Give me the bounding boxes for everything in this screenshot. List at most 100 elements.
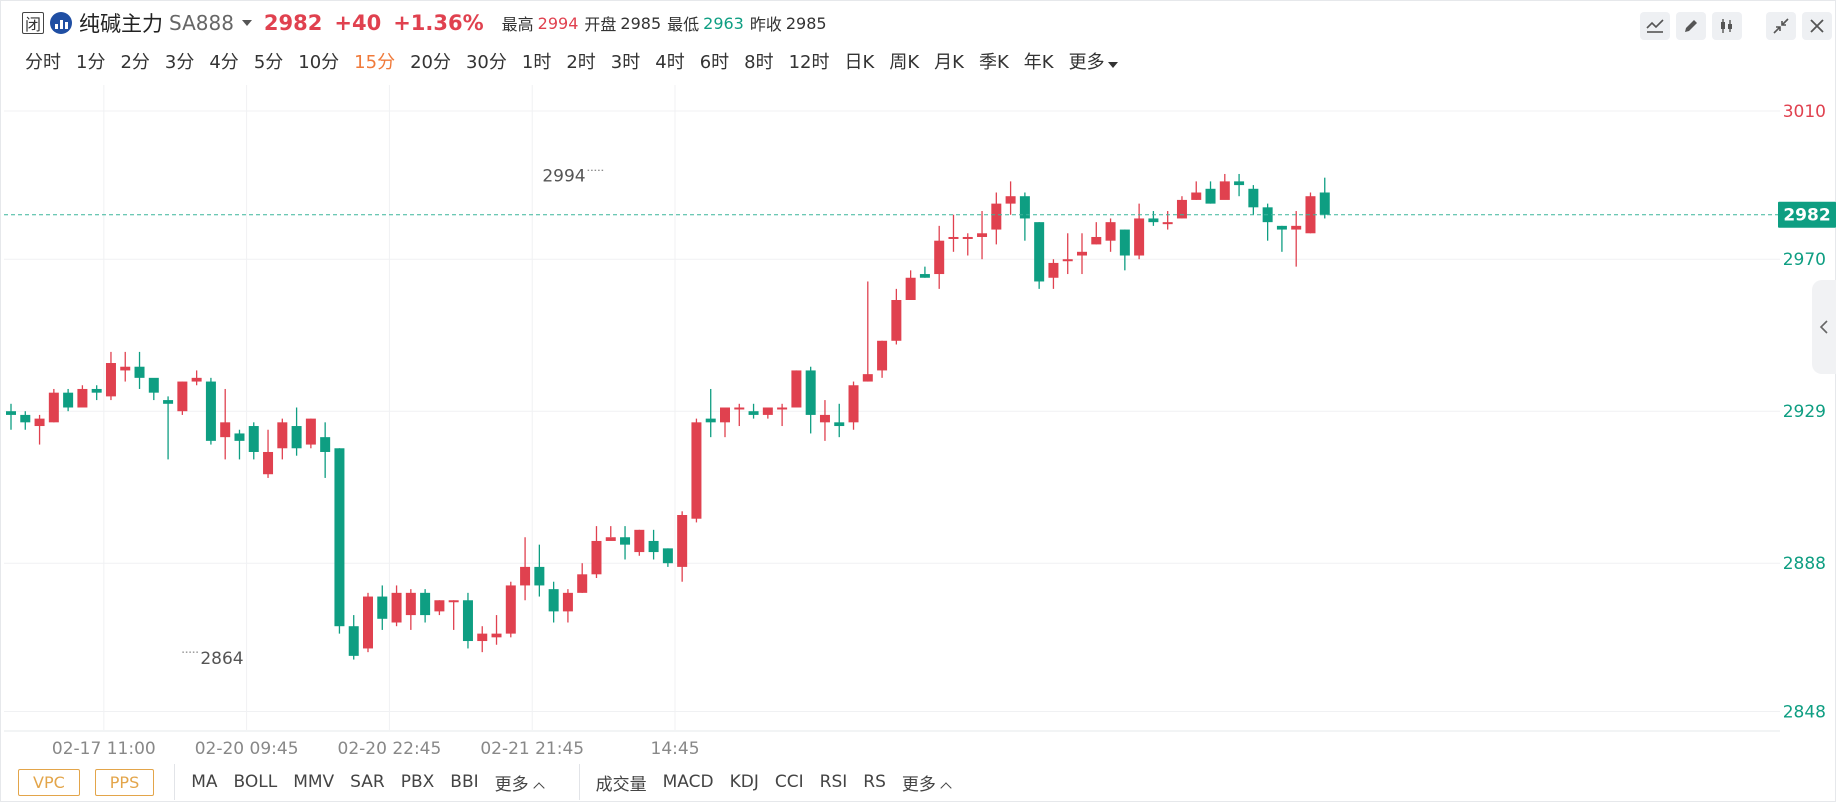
sub-indicator-3[interactable]: CCI bbox=[775, 772, 804, 792]
period-16[interactable]: 12时 bbox=[789, 48, 830, 74]
candle-body bbox=[191, 377, 202, 382]
period-13[interactable]: 4时 bbox=[655, 48, 684, 74]
main-indicator-2[interactable]: MMV bbox=[293, 772, 334, 792]
candle-body bbox=[48, 392, 59, 423]
period-6[interactable]: 10分 bbox=[298, 48, 339, 74]
x-tick-label: 14:45 bbox=[651, 739, 700, 759]
close-icon[interactable] bbox=[1802, 12, 1832, 40]
draw-pen-icon[interactable] bbox=[1676, 12, 1706, 40]
candle-body bbox=[462, 600, 473, 642]
candle-body bbox=[1148, 218, 1159, 223]
period-label: 更多 bbox=[1068, 52, 1105, 73]
candle-body bbox=[891, 300, 902, 341]
main-indicator-label: SAR bbox=[350, 772, 385, 792]
sub-indicator-6[interactable]: 更多 bbox=[901, 770, 952, 795]
candle-body bbox=[877, 340, 888, 371]
candle-body bbox=[648, 540, 659, 553]
indicator-line-icon[interactable] bbox=[1640, 12, 1670, 40]
candle-body bbox=[120, 366, 131, 371]
symbol-code[interactable]: SA888 bbox=[169, 11, 234, 35]
main-indicator-0[interactable]: MA bbox=[191, 772, 217, 792]
indicator-bar: VPC PPS MA BOLL MMV SAR PBX BBI 更多 成交量 MACD KDJ CCI R… bbox=[0, 762, 1836, 802]
period-label: 20分 bbox=[410, 52, 451, 73]
sub-indicator-2[interactable]: KDJ bbox=[730, 772, 759, 792]
sub-indicator-label: 更多 bbox=[901, 774, 936, 795]
candle-type-icon[interactable] bbox=[1712, 12, 1742, 40]
period-1[interactable]: 1分 bbox=[76, 48, 105, 74]
period-14[interactable]: 6时 bbox=[700, 48, 729, 74]
candle-body bbox=[834, 422, 845, 427]
collapse-icon[interactable] bbox=[1766, 12, 1796, 40]
candle-body bbox=[320, 437, 331, 452]
x-tick-label: 02-21 21:45 bbox=[480, 739, 584, 759]
period-9[interactable]: 30分 bbox=[466, 48, 507, 74]
period-5[interactable]: 5分 bbox=[254, 48, 283, 74]
candle-body bbox=[1291, 225, 1302, 230]
candle-body bbox=[919, 274, 930, 278]
main-indicator-6[interactable]: 更多 bbox=[495, 770, 545, 795]
period-18[interactable]: 周K bbox=[889, 48, 919, 74]
box-indicator-pps[interactable]: PPS bbox=[94, 768, 155, 796]
candle-body bbox=[63, 392, 74, 408]
period-20[interactable]: 季K bbox=[979, 48, 1009, 74]
period-17[interactable]: 日K bbox=[845, 48, 875, 74]
candle-body bbox=[534, 566, 545, 586]
period-3[interactable]: 3分 bbox=[165, 48, 194, 74]
symbol-dropdown-icon[interactable] bbox=[241, 20, 252, 26]
period-4[interactable]: 4分 bbox=[209, 48, 238, 74]
period-15[interactable]: 8时 bbox=[744, 48, 773, 74]
current-price-tag bbox=[1778, 201, 1836, 228]
period-label: 3分 bbox=[164, 52, 195, 73]
sub-indicator-4[interactable]: RSI bbox=[820, 772, 848, 792]
market-closed-badge: 闭 bbox=[22, 12, 44, 34]
candle-body bbox=[1205, 188, 1216, 204]
main-indicator-label: PBX bbox=[400, 772, 435, 792]
period-label: 1分 bbox=[76, 52, 106, 73]
side-panel-toggle[interactable] bbox=[1812, 280, 1836, 374]
period-21[interactable]: 年K bbox=[1024, 48, 1054, 74]
period-19[interactable]: 月K bbox=[934, 48, 964, 74]
period-7[interactable]: 15分 bbox=[354, 48, 395, 74]
candle-body bbox=[263, 451, 274, 475]
period-label: 日K bbox=[844, 52, 875, 73]
main-indicator-3[interactable]: SAR bbox=[350, 772, 385, 792]
sub-indicator-5[interactable]: RS bbox=[863, 772, 886, 792]
period-label: 季K bbox=[978, 52, 1009, 73]
candle-body bbox=[20, 414, 31, 423]
candle-body bbox=[6, 411, 16, 415]
candle-body bbox=[248, 426, 259, 452]
candle-body bbox=[1034, 222, 1045, 282]
sub-indicator-0[interactable]: 成交量 bbox=[596, 770, 647, 795]
sub-indicator-1[interactable]: MACD bbox=[663, 772, 714, 792]
period-2[interactable]: 2分 bbox=[120, 48, 149, 74]
period-8[interactable]: 20分 bbox=[410, 48, 451, 74]
candlestick-chart[interactable]: 3010 2970 2929 2888 2848 02-17 11:00 02-20 09:… bbox=[0, 0, 1836, 762]
candle-body bbox=[777, 407, 788, 410]
candle-body bbox=[705, 418, 716, 423]
period-12[interactable]: 3时 bbox=[611, 48, 640, 74]
main-indicator-label: BOLL bbox=[233, 772, 278, 792]
main-indicator-4[interactable]: PBX bbox=[401, 772, 435, 792]
symbol-name[interactable]: 纯碱主力 bbox=[79, 12, 163, 36]
box-indicator-vpc[interactable]: VPC bbox=[18, 768, 80, 796]
candle-body bbox=[1176, 199, 1187, 219]
candle-body bbox=[634, 529, 645, 553]
prev-close-label: 昨收 bbox=[749, 15, 782, 34]
quote-header: 闭 纯碱主力 SA888 2982 +40 +1.36% 最高 2994 开盘 … bbox=[0, 0, 1836, 42]
main-indicator-label: MMV bbox=[293, 772, 335, 792]
period-0[interactable]: 分时 bbox=[25, 48, 61, 74]
period-10[interactable]: 1时 bbox=[522, 48, 551, 74]
main-indicator-5[interactable]: BBI bbox=[450, 772, 478, 792]
main-indicator-1[interactable]: BOLL bbox=[234, 772, 278, 792]
candle-body bbox=[220, 422, 231, 438]
candle-body bbox=[691, 422, 702, 519]
current-price-label: 2982 bbox=[1783, 206, 1830, 226]
period-22[interactable]: 更多 bbox=[1069, 48, 1118, 74]
candle-body bbox=[1077, 251, 1087, 256]
price-change: +40 bbox=[334, 11, 382, 35]
high-value: 2994 bbox=[537, 13, 579, 33]
period-label: 6时 bbox=[699, 52, 730, 73]
sub-indicator-label: CCI bbox=[774, 772, 804, 792]
period-11[interactable]: 2时 bbox=[566, 48, 595, 74]
separator bbox=[578, 764, 580, 800]
